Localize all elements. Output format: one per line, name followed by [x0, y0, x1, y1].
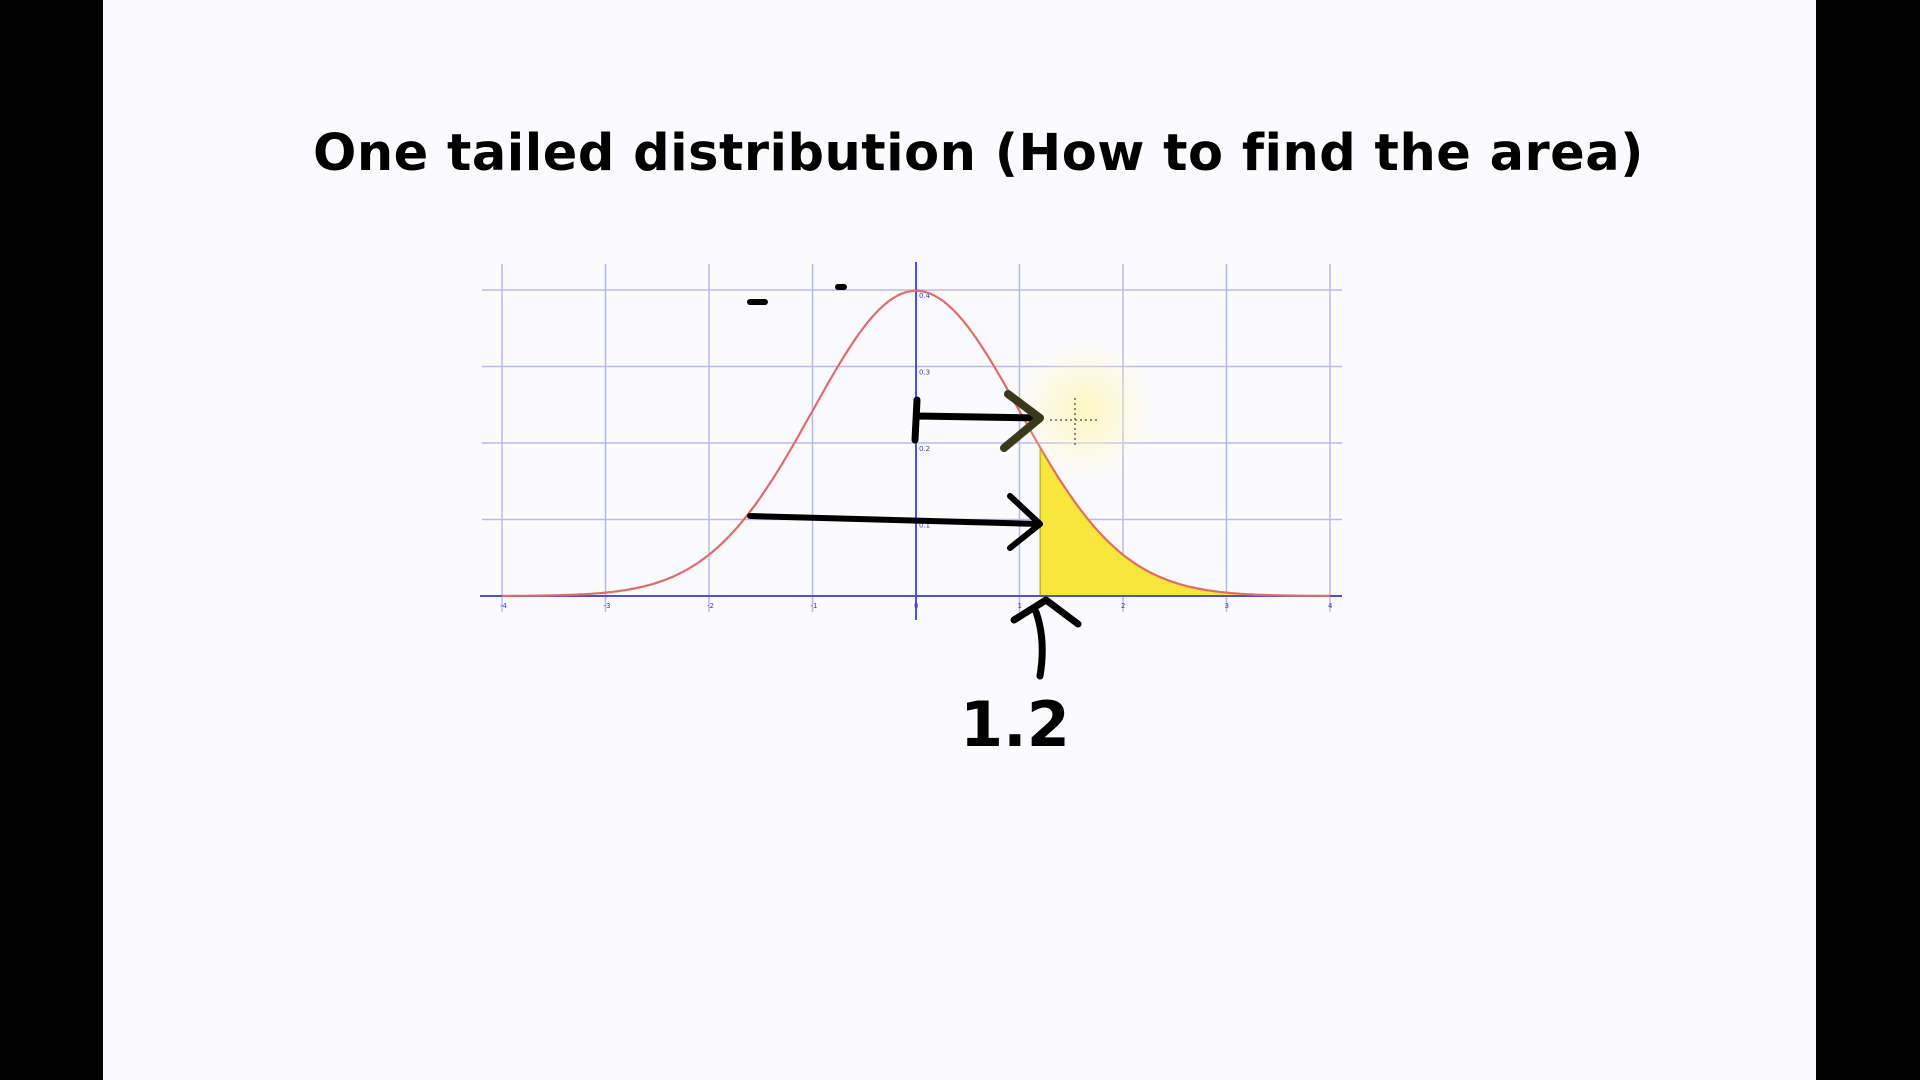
pointer-arrow [1010, 596, 1082, 680]
handwritten-value-label: 1.2 [960, 688, 1070, 761]
x-tick-label: -1 [811, 602, 818, 610]
cursor-crosshair [1050, 398, 1100, 445]
slide [103, 0, 1816, 1080]
y-tick-label: 0.3 [919, 369, 930, 377]
x-tick-label: -2 [707, 602, 714, 610]
lower-arrow-shaft [747, 513, 1043, 527]
chart-axes [480, 262, 1342, 620]
x-tick-label: -3 [604, 602, 611, 610]
normal-curve [502, 289, 1330, 597]
slide-title: One tailed distribution (How to find the… [313, 124, 1644, 183]
x-tick-label: 3 [1225, 602, 1229, 610]
x-tick-label: 1 [1018, 602, 1022, 610]
upper-arrow-shaft [911, 396, 1044, 444]
x-tick-label: 2 [1121, 602, 1125, 610]
x-tick-label: 4 [1328, 602, 1333, 610]
chart-ticks: -4 -3 -2 -1 0 1 2 3 4 0.1 0.2 0.3 0.4 [500, 292, 1333, 610]
y-tick-label: 0.1 [919, 522, 930, 530]
cursor-highlight [1017, 342, 1153, 478]
x-tick-label: -4 [500, 602, 508, 610]
y-tick-label: 0.4 [919, 292, 931, 300]
ink-annotations [747, 284, 1082, 680]
lower-arrow-head [1007, 493, 1043, 551]
y-tick-label: 0.2 [919, 445, 930, 453]
x-tick-label: 0 [914, 602, 918, 610]
letterbox-right [1816, 0, 1920, 1080]
letterbox-left [0, 0, 103, 1080]
upper-arrow-head [1000, 390, 1044, 452]
